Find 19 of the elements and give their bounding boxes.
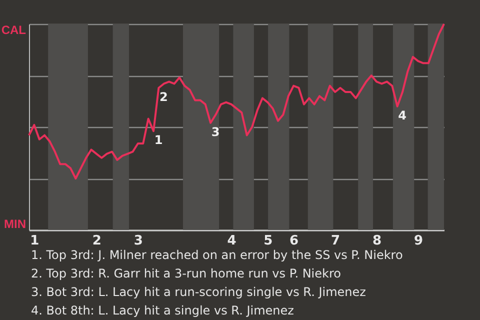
annotation: 1 [154, 133, 163, 148]
x-tick-label: 9 [414, 234, 424, 248]
x-tick-label: 2 [92, 234, 102, 248]
x-tick-label: 6 [290, 234, 299, 248]
x-tick-label: 7 [331, 234, 340, 248]
x-tick-label: 1 [30, 234, 40, 248]
text: 2. Top 3rd: R. Garr hit a 3-run home run vs P. Niekro [31, 266, 341, 280]
text: 1. Top 3rd: J. Milner reached on an error by the SS vs P. Niekro [31, 248, 403, 262]
annotation: 2 [160, 90, 168, 104]
x-tick-label: 5 [264, 234, 273, 248]
text: 3. Bot 3rd: L. Lacy hit a run-scoring single vs R. Jimenez [31, 285, 366, 299]
x-tick-label: 4 [227, 234, 236, 248]
x-tick-label: 8 [372, 234, 382, 248]
annotation: 4 [398, 108, 406, 122]
x-tick-label: 3 [134, 234, 143, 248]
text: 4. Bot 8th: L. Lacy hit a single vs R. Jimenez [31, 304, 294, 318]
annotation: 3 [211, 124, 220, 139]
text: CAL [1, 23, 26, 37]
text: MIN [4, 217, 26, 231]
